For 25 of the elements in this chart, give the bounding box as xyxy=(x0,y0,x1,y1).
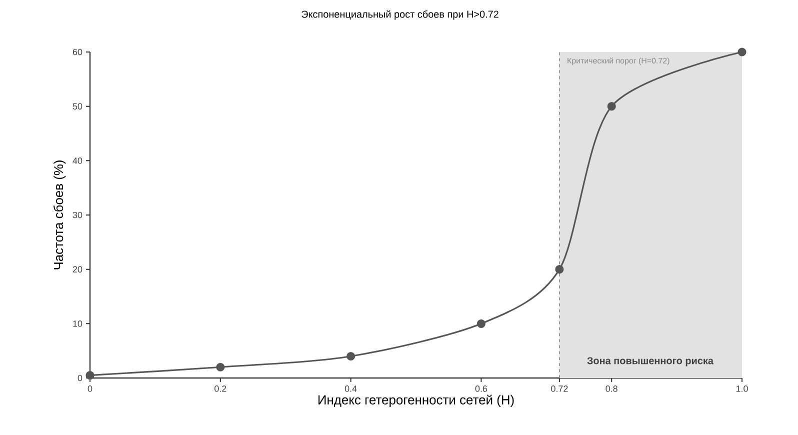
y-tick-label: 0 xyxy=(78,374,82,382)
y-tick-label: 60 xyxy=(72,48,82,56)
point xyxy=(216,362,225,372)
x-tick-label: 0 xyxy=(88,386,92,392)
x-axis-title: Индекс гетерогенности сетей (H) xyxy=(318,394,514,408)
point xyxy=(607,102,616,111)
y-axis-title: Частота сбоев (%) xyxy=(53,160,66,270)
x-tick-label: 0.72 xyxy=(551,386,568,392)
y-tick-label: 40 xyxy=(72,157,82,164)
y-tick-label: 30 xyxy=(72,212,82,218)
x-tick-label: 0.4 xyxy=(344,386,357,392)
point xyxy=(346,352,356,361)
y-tick-label: 50 xyxy=(72,103,82,110)
x-tick-label: 1.0 xyxy=(736,386,748,392)
point xyxy=(555,265,564,274)
chart-title: Экспоненциальный рост сбоев при H>0.72 xyxy=(302,10,498,20)
point xyxy=(476,319,486,328)
y-tick-label: 20 xyxy=(72,266,82,273)
x-tick-label: 0.8 xyxy=(606,386,618,392)
point xyxy=(86,370,94,380)
y-tick-label: 10 xyxy=(73,320,82,327)
band-label: Зона повышенного риска xyxy=(587,357,714,366)
point xyxy=(738,48,746,56)
x-tick-label: 0.2 xyxy=(214,386,226,392)
x-tick-label: 0.6 xyxy=(475,386,488,392)
